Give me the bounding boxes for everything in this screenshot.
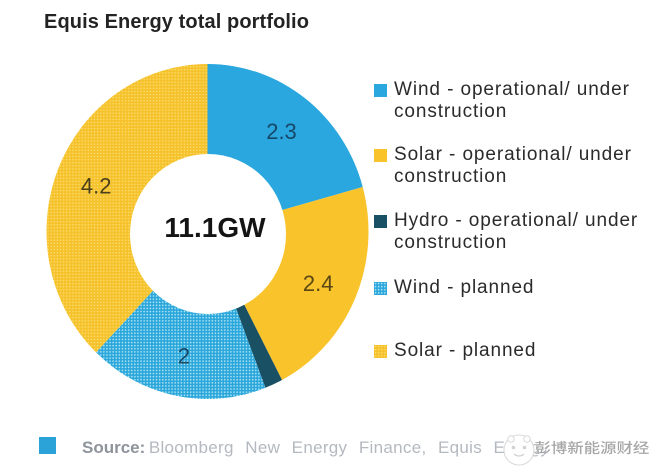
svg-text:2.4: 2.4 (303, 271, 334, 296)
svg-text:2.3: 2.3 (266, 119, 297, 144)
svg-text:4.2: 4.2 (81, 174, 112, 199)
svg-text:2: 2 (178, 344, 190, 369)
svg-text:11.1GW: 11.1GW (164, 212, 266, 243)
